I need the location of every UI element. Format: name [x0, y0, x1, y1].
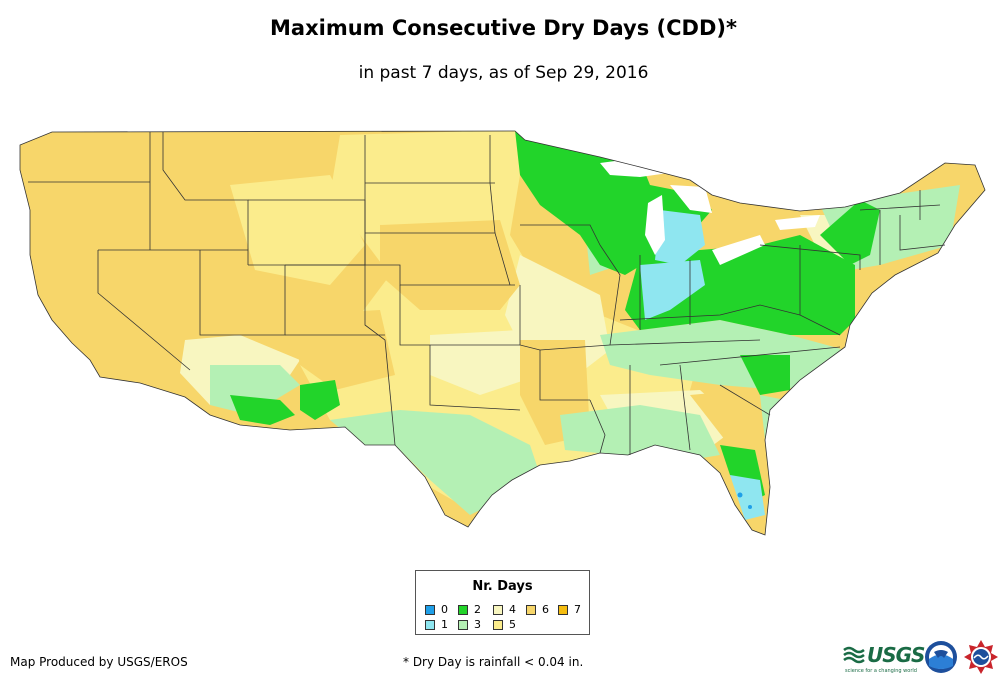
- map-credit: Map Produced by USGS/EROS: [10, 655, 188, 669]
- cdd-map: [19, 130, 986, 536]
- legend-item-7: 7: [558, 603, 581, 616]
- map-fill: [20, 131, 985, 535]
- legend-item-4: 4: [493, 603, 516, 616]
- legend-label: 1: [441, 618, 448, 631]
- noaa-logo-icon: [925, 641, 957, 673]
- legend-item-2: 2: [458, 603, 481, 616]
- legend-label: 3: [474, 618, 481, 631]
- legend-item-6: 6: [526, 603, 549, 616]
- legend-item-1: 1: [425, 618, 448, 631]
- great-lakes: [600, 155, 820, 265]
- legend-label: 5: [509, 618, 516, 631]
- nws-logo-icon: [964, 640, 998, 674]
- usgs-logo-text: USGS: [867, 643, 925, 667]
- legend-item-3: 3: [458, 618, 481, 631]
- legend-swatch: [493, 619, 503, 630]
- legend-label: 4: [509, 603, 516, 616]
- dry-day-footnote: * Dry Day is rainfall < 0.04 in.: [403, 655, 584, 669]
- legend-label: 7: [574, 603, 581, 616]
- legend-swatch: [425, 604, 435, 615]
- usgs-tagline: science for a changing world: [845, 668, 917, 674]
- legend-item-0: 0: [425, 603, 448, 616]
- map-subtitle: in past 7 days, as of Sep 29, 2016: [358, 63, 649, 83]
- legend-swatch: [558, 604, 568, 615]
- usgs-logo: USGS: [843, 643, 925, 667]
- legend-item-5: 5: [493, 618, 516, 631]
- legend-title: Nr. Days: [472, 579, 533, 594]
- legend-swatch: [458, 604, 468, 615]
- legend-label: 2: [474, 603, 481, 616]
- legend-swatch: [458, 619, 468, 630]
- legend-swatch: [425, 619, 435, 630]
- state-borders: [19, 130, 986, 536]
- legend-swatch: [493, 604, 503, 615]
- usgs-wave-icon: [843, 646, 865, 664]
- map-title: Maximum Consecutive Dry Days (CDD)*: [270, 16, 737, 40]
- map-legend: Nr. Days 0 1 2 3 4 5 6 7: [415, 570, 590, 635]
- legend-label: 0: [441, 603, 448, 616]
- legend-swatch: [526, 604, 536, 615]
- legend-label: 6: [542, 603, 549, 616]
